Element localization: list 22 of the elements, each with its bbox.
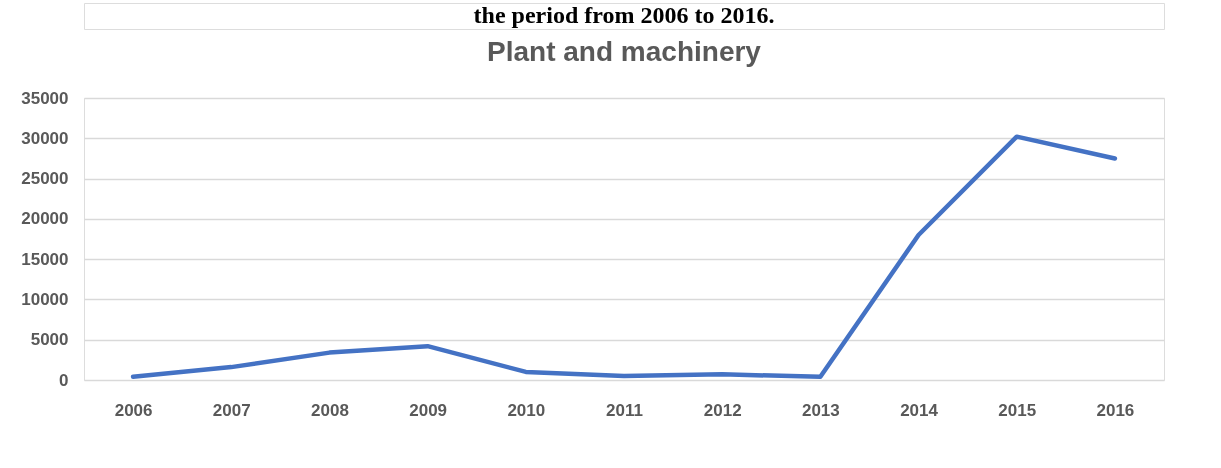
y-tick-label: 15000	[21, 249, 69, 269]
x-tick-label: 2013	[801, 400, 840, 420]
x-tick-label: 2012	[703, 400, 742, 420]
y-tick-label: 35000	[21, 88, 69, 108]
y-tick-label: 10000	[21, 289, 69, 309]
y-tick-label: 0	[59, 370, 69, 390]
x-tick-label: 2008	[311, 400, 349, 420]
x-tick-label: 2006	[114, 400, 153, 420]
text: the period from 2006 to 2016.	[473, 2, 775, 28]
y-tick-label: 5000	[30, 330, 69, 350]
x-tick-label: 2009	[409, 400, 448, 420]
x-tick-label: 2016	[1096, 400, 1135, 420]
x-tick-label: 2007	[212, 400, 251, 420]
x-tick-label: 2010	[507, 400, 546, 420]
line-series	[130, 134, 1118, 380]
y-tick-label: 25000	[21, 169, 69, 189]
x-tick-label: 2015	[998, 400, 1037, 420]
chart-title: Plant and machinery	[487, 36, 762, 67]
x-tick-label: 2011	[606, 400, 643, 420]
x-tick-label: 2014	[900, 400, 939, 420]
y-tick-label: 20000	[21, 209, 69, 229]
y-tick-label: 30000	[21, 128, 69, 148]
